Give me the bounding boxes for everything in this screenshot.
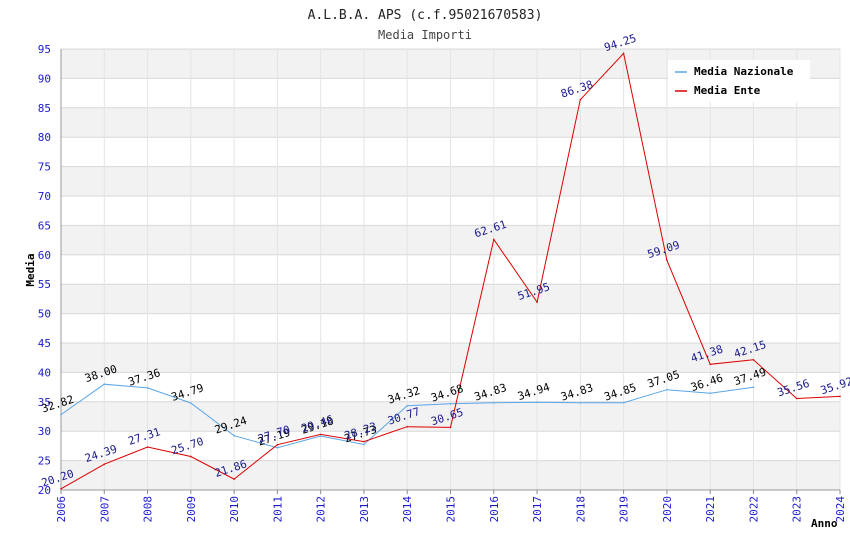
data-point [406,425,409,428]
y-tick-label: 20 [38,484,51,497]
x-tick-label: 2015 [445,496,458,523]
y-axis-label: Media [24,253,37,286]
y-tick-label: 85 [38,102,51,115]
x-tick-label: 2022 [747,496,760,523]
y-tick-label: 45 [38,337,51,350]
data-point [579,98,582,101]
y-tick-label: 35 [38,396,51,409]
x-tick-label: 2008 [142,496,155,523]
data-point [276,446,279,449]
data-point [363,440,365,443]
data-point [666,259,668,261]
y-tick-label: 70 [38,190,51,203]
legend: Media Nazionale Media Ente [668,60,810,102]
x-tick-label: 2017 [531,496,544,523]
x-tick-label: 2024 [834,496,847,523]
y-tick-label: 25 [38,455,51,468]
data-label: 34.79 [170,381,206,404]
data-label: 35.92 [819,375,850,398]
data-point [492,238,495,241]
data-point [103,383,106,385]
y-tick-label: 60 [38,249,51,262]
x-tick-label: 2013 [358,496,371,523]
data-point [60,488,62,490]
x-tick-label: 2012 [315,496,328,523]
data-label: 34.68 [429,382,465,405]
y-tick-label: 55 [38,278,51,291]
data-point [709,363,711,366]
data-label: 36.46 [689,371,725,394]
x-tick-label: 2007 [98,496,111,523]
data-point [146,387,149,389]
data-point [233,434,235,437]
data-point [276,443,279,446]
x-tick-label: 2016 [488,496,501,523]
data-point [536,301,538,303]
data-point [319,433,322,436]
x-tick-label: 2020 [661,496,674,523]
data-point [622,401,625,404]
data-point [103,463,106,465]
y-tick-label: 30 [38,425,51,438]
data-point [752,386,755,388]
data-point [666,388,668,391]
data-point [190,402,192,404]
data-point [449,426,452,429]
y-tick-label: 95 [38,43,51,56]
legend-label-nazionale: Media Nazionale [694,65,794,78]
x-axis-label: Anno [811,517,838,530]
data-point [492,401,495,404]
data-point [406,404,409,407]
data-point [536,401,538,403]
data-point [622,52,625,55]
data-point [752,358,755,361]
x-tick-label: 2023 [791,496,804,523]
data-point [319,435,322,437]
data-point [579,401,582,404]
x-tick-label: 2014 [401,496,414,523]
x-tick-label: 2009 [185,496,198,523]
legend-label-ente: Media Ente [694,84,761,97]
data-label: 86.38 [559,78,595,101]
x-tick-label: 2018 [574,496,587,523]
series-lines [60,52,841,490]
y-tick-label: 80 [38,131,51,144]
data-point [795,397,798,400]
y-tick-label: 75 [38,161,51,174]
data-point [233,478,235,480]
data-point [190,455,192,458]
data-label: 34.83 [559,381,595,404]
data-label: 25.70 [170,435,206,458]
legend-box [668,60,810,102]
data-point [146,446,149,448]
data-point [60,413,62,416]
data-point [839,395,841,398]
x-tick-label: 2011 [271,496,284,523]
chart-subtitle: Media Importi [378,28,472,42]
x-tick-label: 2006 [55,496,68,523]
data-point [449,402,452,405]
x-tick-label: 2010 [228,496,241,523]
data-point [363,443,365,446]
data-label: 34.83 [473,381,509,404]
data-label: 34.94 [516,380,552,403]
chart-title: A.L.B.A. APS (c.f.95021670583) [308,8,543,23]
y-tick-label: 65 [38,219,51,232]
y-tick-label: 40 [38,366,51,379]
data-point [709,392,711,395]
y-tick-label: 50 [38,308,51,321]
x-tick-labels: 2006 2007 2008 2009 2010 2011 2012 2013 2014 2015… [55,496,847,523]
axes [60,49,841,494]
y-tick-labels: 20 25 30 35 40 45 50 55 60 65 70 75 80 85 90 95 [38,43,51,497]
x-tick-label: 2019 [618,496,631,523]
y-tick-label: 90 [38,72,51,85]
x-tick-label: 2021 [704,496,717,523]
